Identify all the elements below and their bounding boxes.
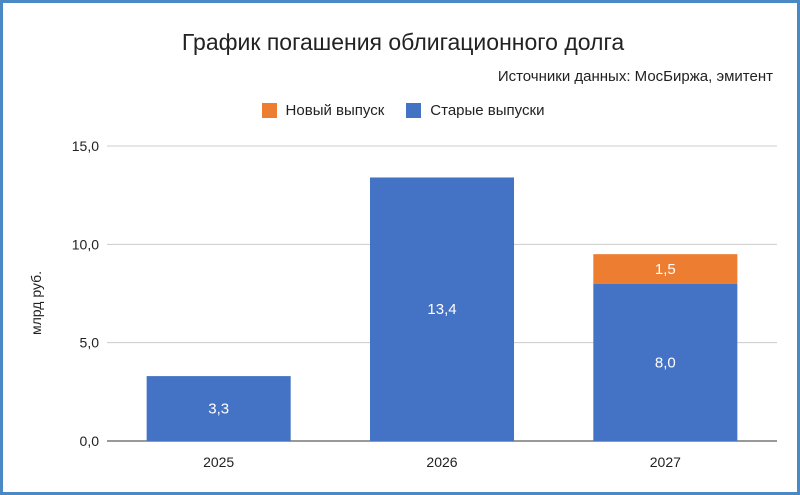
legend-item-old-issues: Старые выпуски	[406, 102, 544, 119]
chart-subtitle: Источники данных: МосБиржа, эмитент	[497, 68, 773, 85]
y-axis-label: млрд руб.	[28, 271, 44, 335]
bar-2026-series-0	[369, 177, 515, 441]
bar-2025-series-0	[146, 376, 291, 441]
data-label: 13,4	[427, 301, 456, 318]
data-label: 3,3	[208, 401, 229, 418]
chart-legend: Новый выпуск Старые выпуски	[3, 102, 800, 119]
legend-swatch-old-issues	[406, 103, 422, 118]
y-tick-labels: 0,0 5,0 10,0 15,0	[72, 138, 99, 449]
bars: 3,3 13,4 8,0 1,5	[146, 177, 738, 441]
x-tick-labels: 2025 2026 2027	[203, 454, 681, 470]
y-tick-label: 10,0	[72, 236, 99, 252]
x-tick-label: 2027	[650, 454, 681, 470]
legend-label-old-issues: Старые выпуски	[430, 102, 545, 119]
y-tick-label: 0,0	[80, 433, 100, 449]
data-label: 1,5	[655, 261, 676, 278]
legend-item-new-issue: Новый выпуск	[261, 102, 385, 119]
legend-swatch-new-issue	[261, 103, 277, 118]
y-tick-label: 15,0	[72, 138, 99, 154]
chart-title: График погашения облигационного долга	[181, 29, 625, 55]
x-tick-label: 2026	[426, 454, 457, 470]
data-label: 8,0	[655, 354, 676, 371]
bar-2027-series-1	[593, 254, 738, 284]
legend-label-new-issue: Новый выпуск	[285, 102, 385, 119]
y-tick-label: 5,0	[80, 335, 100, 351]
x-tick-label: 2025	[203, 454, 234, 470]
bar-2027-series-0	[593, 283, 738, 441]
